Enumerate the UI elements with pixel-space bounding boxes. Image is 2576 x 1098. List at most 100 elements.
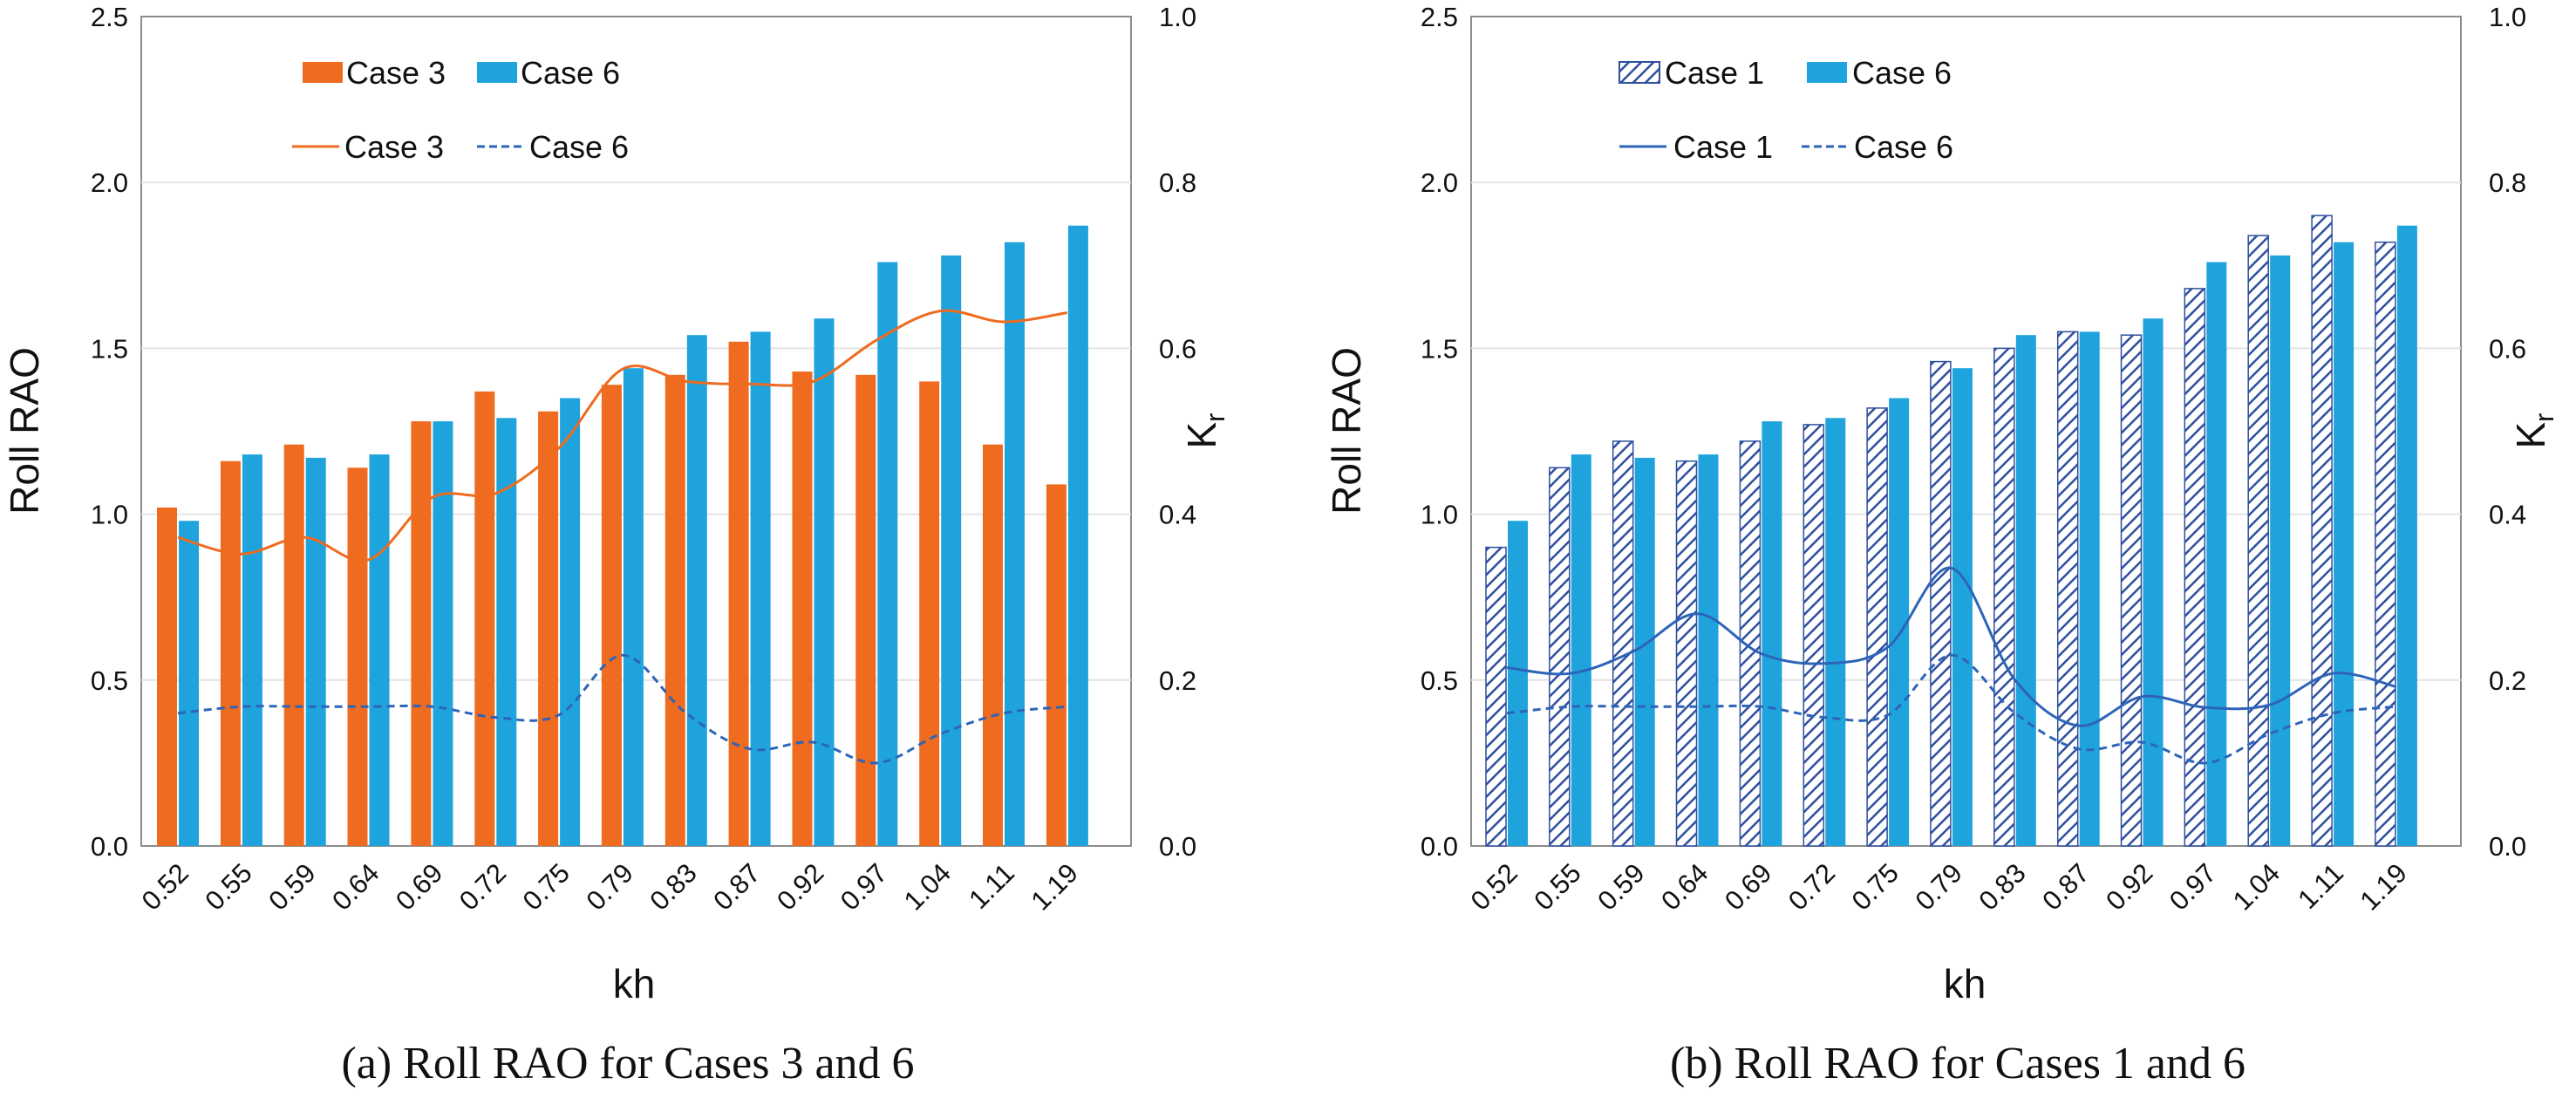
bar-case-1 bbox=[1866, 407, 1888, 847]
bar-case-3 bbox=[411, 421, 432, 846]
x-tick-label: 1.11 bbox=[2292, 857, 2349, 915]
y2-tick-label: 1.0 bbox=[2489, 2, 2526, 32]
y-tick-label: 2.5 bbox=[91, 2, 128, 32]
bar-case-3 bbox=[474, 391, 495, 846]
y-tick-label: 1.0 bbox=[1421, 500, 1458, 530]
caption: (a) Roll RAO for Cases 3 and 6 bbox=[341, 1039, 914, 1088]
legend-bar-label-2: Case 6 bbox=[1852, 55, 1952, 91]
bar-case-3 bbox=[728, 341, 749, 846]
x-tick-label: 0.64 bbox=[326, 857, 385, 916]
bars bbox=[157, 225, 1088, 846]
bar-case-3 bbox=[601, 385, 622, 846]
x-tick-label: 0.52 bbox=[136, 857, 194, 916]
bar-case-6 bbox=[1571, 454, 1591, 846]
x-tick-label: 0.72 bbox=[1782, 857, 1841, 916]
legend-bar-swatch-2 bbox=[1807, 62, 1847, 83]
chart-panel-b: 0.0 0.5 1.0 1.5 2.0 2.5 0.0 0.2 0.4 0.6 0.8 1.0 0.… bbox=[1324, 2, 2559, 1088]
y-tick-label: 1.5 bbox=[91, 333, 128, 364]
x-axis-label: kh bbox=[613, 961, 656, 1006]
bar-case-6 bbox=[686, 335, 707, 846]
right-axis-ticks: 0.0 0.2 0.4 0.6 0.8 1.0 bbox=[1159, 2, 1196, 862]
bar-case-6 bbox=[941, 255, 962, 846]
bar-case-1 bbox=[2375, 241, 2396, 847]
bar-case-6 bbox=[560, 398, 581, 846]
bar-case-1 bbox=[1675, 460, 1698, 847]
legend-bar-swatch-1 bbox=[303, 62, 343, 83]
right-axis-ticks: 0.0 0.2 0.4 0.6 0.8 1.0 bbox=[2489, 2, 2526, 862]
legend: Case 1 Case 6 Case 1 Case 6 bbox=[1619, 55, 1953, 165]
bar-case-6 bbox=[1889, 398, 1910, 846]
bar-case-6 bbox=[2143, 318, 2164, 846]
chart-panel-a: 0.0 0.5 1.0 1.5 2.0 2.5 0.0 0.2 0.4 0.6 0.8 1.0 0.… bbox=[2, 2, 1230, 1088]
y-tick-label: 0.0 bbox=[1421, 831, 1458, 862]
x-tick-label: 1.04 bbox=[898, 857, 957, 916]
x-tick-label: 0.75 bbox=[517, 857, 576, 916]
bar-case-6 bbox=[623, 368, 644, 846]
bar-case-1 bbox=[1612, 440, 1634, 847]
left-axis-ticks: 0.0 0.5 1.0 1.5 2.0 2.5 bbox=[1421, 2, 1458, 862]
x-tick-label: 0.92 bbox=[2100, 857, 2158, 916]
bar-case-6 bbox=[433, 421, 453, 846]
x-tick-label: 0.59 bbox=[1591, 857, 1650, 916]
x-tick-label: 0.59 bbox=[262, 857, 321, 916]
y2-tick-label: 0.6 bbox=[1159, 333, 1196, 364]
y2-tick-label: 0.2 bbox=[2489, 665, 2526, 696]
y-tick-label: 2.0 bbox=[91, 167, 128, 198]
bar-case-3 bbox=[983, 444, 1003, 846]
x-tick-label: 1.19 bbox=[2354, 857, 2412, 916]
x-tick-label: 0.79 bbox=[1909, 857, 1967, 916]
x-tick-label: 1.19 bbox=[1025, 857, 1083, 916]
legend-line-label-1: Case 3 bbox=[344, 129, 444, 165]
y-tick-label: 1.5 bbox=[1421, 333, 1458, 364]
bar-case-3 bbox=[538, 411, 559, 846]
bar-case-6 bbox=[496, 418, 517, 846]
y2-tick-label: 1.0 bbox=[1159, 2, 1196, 32]
x-axis-ticks: 0.52 0.55 0.59 0.64 0.69 0.72 0.75 0.79 0.83 0.87… bbox=[1465, 857, 2413, 916]
bar-case-1 bbox=[2247, 235, 2269, 847]
lines bbox=[177, 309, 1068, 765]
bars bbox=[1485, 215, 2417, 847]
bar-case-6 bbox=[750, 331, 771, 846]
bar-case-6 bbox=[1508, 521, 1528, 846]
legend-bar-swatch-2 bbox=[477, 62, 517, 83]
bar-case-6 bbox=[1005, 242, 1025, 846]
x-tick-label: 1.04 bbox=[2227, 857, 2286, 916]
y2-axis-label: Kr bbox=[2508, 413, 2559, 448]
x-tick-label: 0.52 bbox=[1465, 857, 1523, 916]
y-tick-label: 0.5 bbox=[91, 665, 128, 696]
bar-case-6 bbox=[1634, 457, 1655, 846]
bar-case-3 bbox=[220, 460, 241, 846]
y2-axis-label-main: K bbox=[1179, 422, 1224, 449]
x-tick-label: 0.64 bbox=[1655, 857, 1714, 916]
bar-case-6 bbox=[2334, 242, 2355, 846]
bar-case-1 bbox=[2120, 334, 2143, 847]
legend-bar-label-1: Case 1 bbox=[1665, 55, 1764, 91]
y-tick-label: 0.0 bbox=[91, 831, 128, 862]
bar-case-3 bbox=[1046, 484, 1067, 846]
y2-tick-label: 0.6 bbox=[2489, 333, 2526, 364]
bar-case-6 bbox=[877, 262, 898, 846]
bar-case-6 bbox=[242, 454, 262, 846]
x-tick-label: 0.97 bbox=[835, 857, 893, 916]
line-case-6-dashed bbox=[1506, 653, 2397, 765]
bar-case-1 bbox=[1993, 347, 2015, 847]
y2-axis-label-sub: r bbox=[2529, 413, 2559, 421]
bar-case-1 bbox=[1739, 440, 1762, 847]
bar-case-6 bbox=[1952, 368, 1973, 846]
bar-case-3 bbox=[157, 508, 177, 846]
bar-case-6 bbox=[1762, 421, 1782, 846]
y2-tick-label: 0.4 bbox=[1159, 500, 1196, 530]
bar-case-6 bbox=[305, 457, 326, 846]
y2-axis-label: Kr bbox=[1179, 413, 1230, 448]
line-case-1-solid bbox=[1506, 566, 2397, 727]
bar-case-6 bbox=[1825, 418, 1846, 846]
bar-case-3 bbox=[792, 372, 813, 846]
y-axis-label: Roll RAO bbox=[2, 347, 47, 515]
bar-case-3 bbox=[347, 467, 368, 846]
x-tick-label: 0.87 bbox=[2036, 857, 2095, 916]
x-tick-label: 0.72 bbox=[453, 857, 512, 916]
legend-line-label-1: Case 1 bbox=[1673, 129, 1773, 165]
x-tick-label: 0.97 bbox=[2164, 857, 2222, 916]
legend-bar-swatch-1 bbox=[1619, 61, 1660, 84]
